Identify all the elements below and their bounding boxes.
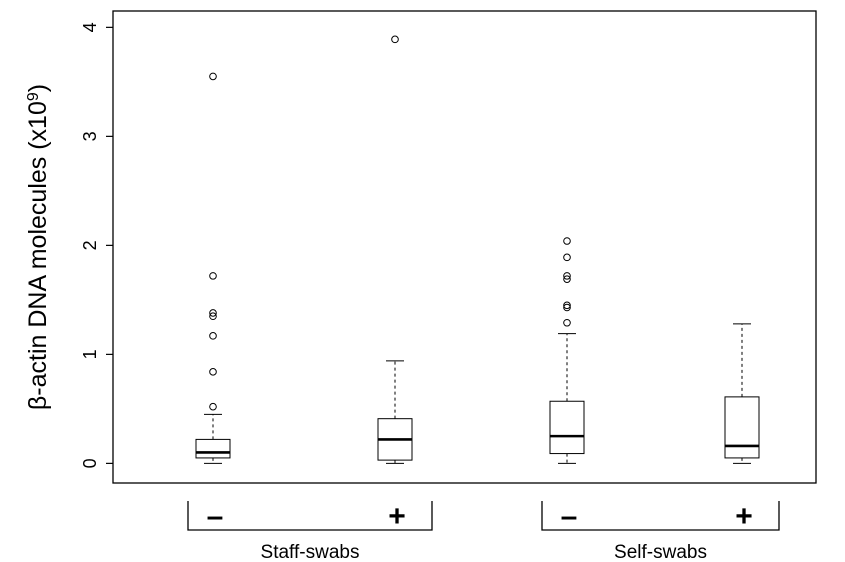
outlier-point (209, 309, 217, 317)
outlier-point (563, 318, 571, 327)
y-tick-label: 0 (80, 458, 100, 468)
y-axis: 0 1 2 3 4 (80, 22, 113, 468)
outlier-point (209, 272, 217, 280)
outlier-point (563, 237, 571, 245)
outlier-point (209, 72, 217, 81)
outlier-point (563, 275, 571, 283)
box-group (195, 72, 231, 464)
box-group (377, 35, 413, 464)
category-label: + (388, 500, 406, 533)
outlier-point (563, 303, 571, 312)
group-bracket (187, 501, 433, 531)
box (724, 396, 760, 459)
outlier-point (563, 272, 571, 280)
outlier-point (563, 253, 571, 262)
y-tick-label: 3 (80, 131, 100, 141)
boxes (195, 35, 760, 464)
y-tick-label: 2 (80, 240, 100, 250)
group-bracket (541, 501, 780, 531)
outlier-point (209, 402, 217, 411)
y-axis-label-sup: 9 (25, 92, 42, 101)
box (549, 400, 585, 455)
outlier-point (209, 332, 217, 340)
plot-frame (112, 10, 817, 484)
group-label: Self-swabs (614, 542, 707, 562)
y-axis-label: β-actin DNA molecules (x109) (24, 84, 52, 410)
outlier-point (563, 301, 571, 310)
category-label: + (735, 500, 753, 533)
box-group (549, 237, 585, 464)
y-tick-label: 4 (80, 22, 100, 32)
y-tick-label: 1 (80, 349, 100, 359)
box-group (724, 323, 760, 464)
x-axis: – + – + Staff-swabs Self-swabs (187, 500, 780, 562)
group-label: Staff-swabs (261, 542, 360, 562)
outlier-point (391, 35, 399, 44)
outlier-point (209, 368, 217, 376)
box (195, 438, 231, 459)
outlier-point (209, 312, 217, 321)
category-label: – (207, 500, 224, 533)
category-label: – (561, 500, 578, 533)
